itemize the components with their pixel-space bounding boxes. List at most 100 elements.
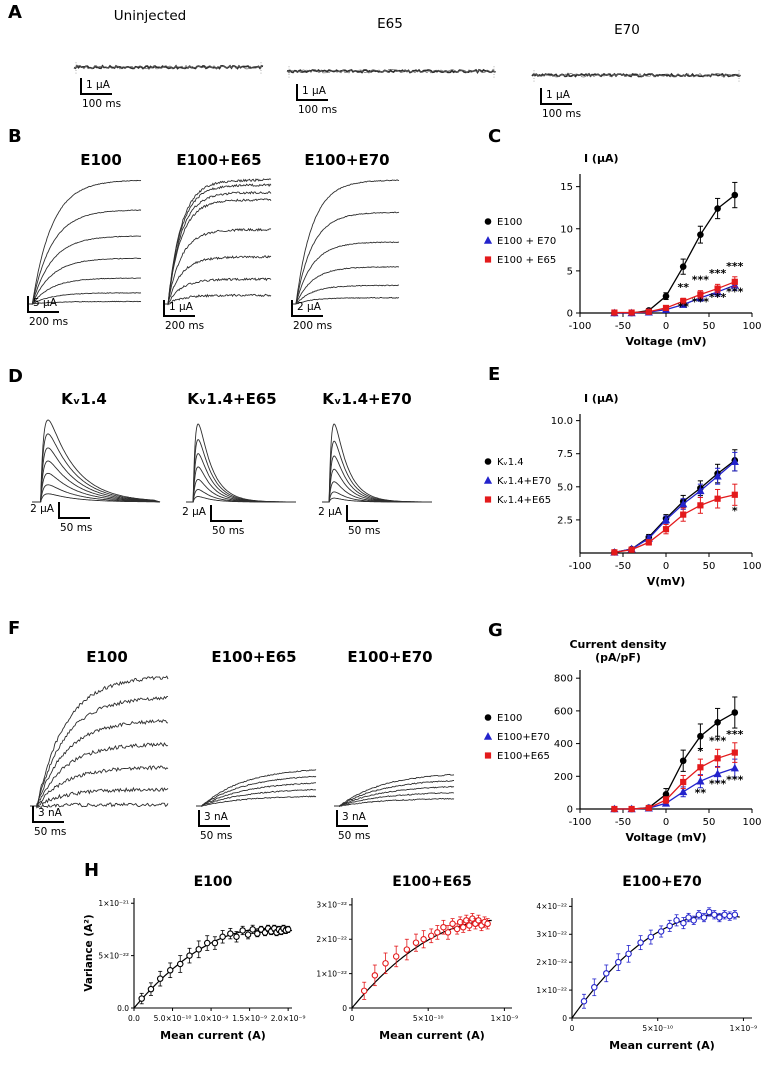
scale-bar-vertical <box>27 296 29 311</box>
svg-text:E100+E70: E100+E70 <box>622 874 702 890</box>
trace-group-title: E100+E65 <box>211 648 296 666</box>
svg-text:0.0: 0.0 <box>128 1014 140 1023</box>
trace-group-title: Kᵥ1.4 <box>61 390 107 408</box>
panel-e-iv-chart: -100 -50 0 50 100 2.5 5.0 7.5 10.0 I (µA) V(mV) * Kᵥ… <box>480 378 764 618</box>
svg-text:-50: -50 <box>615 561 631 572</box>
svg-text:Variance (A²): Variance (A²) <box>83 914 95 991</box>
scale-time-label: 100 ms <box>298 105 337 116</box>
svg-text:***: *** <box>692 295 710 308</box>
trace-group-title: E70 <box>614 22 640 38</box>
svg-text:Kᵥ1.4+E65: Kᵥ1.4+E65 <box>497 495 551 506</box>
svg-text:0: 0 <box>562 1014 567 1023</box>
svg-text:***: *** <box>709 734 727 747</box>
panel-g-density-chart: -100 -50 0 50 1000200400600800Current densit… <box>480 634 764 874</box>
svg-text:Voltage (mV): Voltage (mV) <box>625 335 706 348</box>
svg-text:Mean current (A): Mean current (A) <box>160 1029 266 1042</box>
svg-text:50: 50 <box>703 561 716 572</box>
scale-bar-horizontal <box>32 821 64 823</box>
svg-text:***: *** <box>726 774 744 787</box>
legend-item: E100 + E70 <box>484 236 556 247</box>
svg-text:600: 600 <box>554 706 573 717</box>
svg-text:0: 0 <box>570 1024 575 1033</box>
svg-text:E100 + E65: E100 + E65 <box>497 255 556 266</box>
kv14-e70-traces <box>320 414 434 512</box>
svg-text:0: 0 <box>663 321 669 332</box>
figure-page: A B C D E F G H Uninjected E65 E70 1 µA … <box>0 0 764 1088</box>
svg-text:100: 100 <box>742 817 761 828</box>
svg-text:Current density: Current density <box>569 638 666 651</box>
svg-text:3×10⁻²²: 3×10⁻²² <box>536 930 567 939</box>
scale-bar-horizontal <box>346 520 378 522</box>
svg-text:E100+E65: E100+E65 <box>392 874 472 890</box>
legend-item: Kᵥ1.4+E70 <box>484 476 551 487</box>
svg-text:E100: E100 <box>194 874 233 890</box>
scale-bar-horizontal <box>336 825 368 827</box>
svg-text:2×10⁻²²: 2×10⁻²² <box>536 958 567 967</box>
uninjected-trace <box>72 54 265 78</box>
scale-bar-horizontal <box>163 315 195 317</box>
variance-chart-e100-e65: E100+E650 5×10⁻¹⁰ 1×10⁻⁹01×10⁻²²2×10⁻²²3×1… <box>306 874 524 1074</box>
svg-text:2.5: 2.5 <box>557 515 573 526</box>
trace-group-title: E65 <box>377 16 403 32</box>
svg-text:5×10⁻²²: 5×10⁻²² <box>98 951 129 960</box>
svg-text:3×10⁻²²: 3×10⁻²² <box>316 901 347 910</box>
svg-text:2×10⁻²²: 2×10⁻²² <box>316 935 347 944</box>
scale-bar-horizontal <box>198 825 230 827</box>
svg-text:-50: -50 <box>615 321 631 332</box>
svg-text:*: * <box>732 505 738 518</box>
scale-time-label: 50 ms <box>34 827 66 838</box>
legend-item: E100+E65 <box>485 751 550 762</box>
svg-text:4×10⁻²²: 4×10⁻²² <box>536 902 567 911</box>
scale-bar-vertical <box>210 505 212 520</box>
e70-trace <box>530 62 743 86</box>
scale-bar-horizontal <box>296 99 328 101</box>
scale-bar-horizontal <box>80 93 112 95</box>
svg-text:100: 100 <box>742 321 761 332</box>
scale-amp-label: 1 µA <box>302 86 326 97</box>
trace-group-title: Kᵥ1.4+E65 <box>187 390 276 408</box>
svg-text:100: 100 <box>742 561 761 572</box>
scale-bar-horizontal <box>58 517 90 519</box>
panel-a-label: A <box>8 2 22 23</box>
scale-time-label: 50 ms <box>348 526 380 537</box>
svg-text:5.0: 5.0 <box>557 482 573 493</box>
scale-time-label: 50 ms <box>338 831 370 842</box>
scale-amp-label: 2 µA <box>297 302 321 313</box>
svg-text:I (µA): I (µA) <box>584 392 619 405</box>
scale-bar-horizontal <box>210 520 242 522</box>
kv14-e65-traces <box>184 414 298 512</box>
scale-bar-vertical <box>291 300 293 315</box>
scale-bar-vertical <box>32 806 34 821</box>
trace-group-title: E100 <box>86 648 128 666</box>
svg-text:***: *** <box>709 778 727 791</box>
e65-trace <box>285 58 498 82</box>
svg-text:1×10⁻⁹: 1×10⁻⁹ <box>491 1014 519 1023</box>
e100-e65-current-traces <box>161 170 277 312</box>
scale-bar-vertical <box>296 84 298 99</box>
svg-text:Mean current (A): Mean current (A) <box>379 1029 485 1042</box>
svg-text:**: ** <box>677 281 689 294</box>
svg-text:E100 + E70: E100 + E70 <box>497 236 556 247</box>
trace-group-title: E100+E65 <box>176 151 261 169</box>
svg-text:E100: E100 <box>497 713 522 724</box>
scale-amp-label: 3 nA <box>342 812 366 823</box>
kv14-traces <box>30 410 162 512</box>
legend-item: E100 + E65 <box>485 255 556 266</box>
svg-text:10: 10 <box>560 224 573 235</box>
svg-text:0: 0 <box>567 309 573 320</box>
svg-text:0: 0 <box>350 1014 355 1023</box>
svg-text:-100: -100 <box>569 817 592 828</box>
panel-f-label: F <box>8 618 20 639</box>
svg-text:-100: -100 <box>569 321 592 332</box>
svg-text:5×10⁻¹⁰: 5×10⁻¹⁰ <box>413 1014 444 1023</box>
trace-group-title: Kᵥ1.4+E70 <box>322 390 411 408</box>
scale-bar-vertical <box>163 300 165 315</box>
svg-text:50: 50 <box>703 817 716 828</box>
trace-group-title: E100 <box>80 151 122 169</box>
e100-current-traces <box>25 170 147 312</box>
svg-text:0: 0 <box>567 805 573 816</box>
panel-c-iv-chart: -100 -50 0 50 100051015I (µA)Voltage (mV)***… <box>480 138 764 376</box>
svg-text:*: * <box>698 745 704 758</box>
svg-text:2.0×10⁻⁹: 2.0×10⁻⁹ <box>271 1014 306 1023</box>
variance-chart-e100-e70: E100+E700 5×10⁻¹⁰ 1×10⁻⁹01×10⁻²²2×10⁻²²3×1… <box>526 874 764 1084</box>
